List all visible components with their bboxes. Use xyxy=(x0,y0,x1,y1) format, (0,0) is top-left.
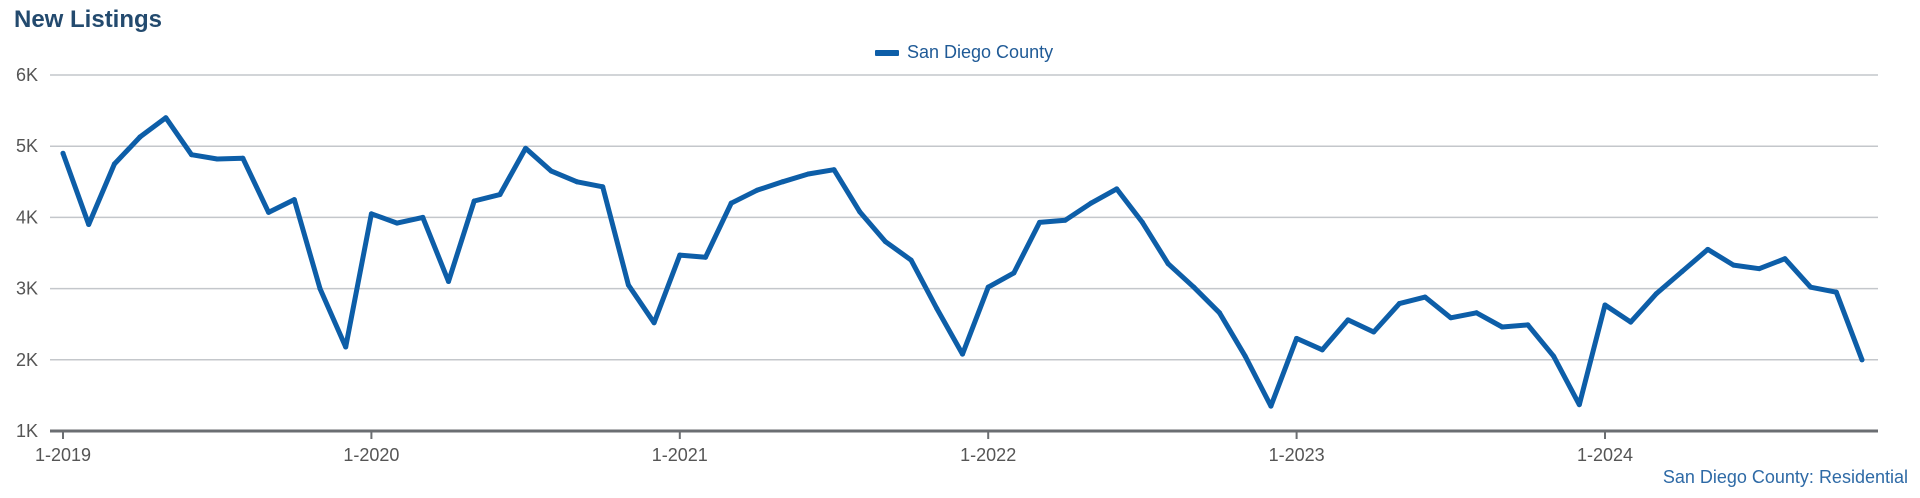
data-point[interactable] xyxy=(677,252,683,258)
data-point[interactable] xyxy=(343,344,349,350)
data-point[interactable] xyxy=(1576,402,1582,408)
y-tick-label: 4K xyxy=(16,207,38,227)
data-point[interactable] xyxy=(1833,289,1839,295)
data-point[interactable] xyxy=(1782,256,1788,262)
data-point[interactable] xyxy=(111,161,117,167)
data-point[interactable] xyxy=(291,197,297,203)
data-point[interactable] xyxy=(1114,186,1120,192)
data-point[interactable] xyxy=(86,222,92,228)
y-tick-label: 5K xyxy=(16,136,38,156)
data-point[interactable] xyxy=(1859,357,1865,363)
y-tick-label: 2K xyxy=(16,350,38,370)
data-point[interactable] xyxy=(266,209,272,215)
data-point[interactable] xyxy=(1422,294,1428,300)
data-point[interactable] xyxy=(703,254,708,260)
chart-legend[interactable]: San Diego County xyxy=(875,42,1053,63)
data-point[interactable] xyxy=(1731,262,1736,268)
data-point[interactable] xyxy=(1268,403,1274,409)
data-point[interactable] xyxy=(1088,200,1094,206)
data-point[interactable] xyxy=(625,282,631,288)
y-tick-label: 6K xyxy=(16,65,38,85)
data-point[interactable] xyxy=(497,192,503,198)
data-point[interactable] xyxy=(985,284,991,290)
y-tick-label: 1K xyxy=(16,421,38,441)
data-point[interactable] xyxy=(1525,322,1531,328)
data-point[interactable] xyxy=(1499,324,1505,330)
data-point[interactable] xyxy=(1242,353,1248,359)
y-tick-label: 3K xyxy=(16,279,38,299)
data-point[interactable] xyxy=(1551,353,1557,359)
data-point[interactable] xyxy=(805,171,811,177)
chart-title: New Listings xyxy=(14,6,163,33)
data-point[interactable] xyxy=(754,187,760,193)
x-tick-label: 1-2022 xyxy=(960,445,1016,465)
data-point[interactable] xyxy=(368,211,374,217)
x-tick-label: 1-2023 xyxy=(1269,445,1325,465)
data-point[interactable] xyxy=(1808,284,1814,290)
x-tick-label: 1-2019 xyxy=(35,445,91,465)
data-point[interactable] xyxy=(240,155,246,161)
x-tick-label: 1-2020 xyxy=(343,445,399,465)
grid-lines xyxy=(50,74,1878,361)
x-axis: 1-2019 1-2020 1-2021 1-2022 1-2023 1-2024 xyxy=(35,429,1878,465)
data-point[interactable] xyxy=(1011,270,1017,276)
y-axis: 6K 5K 4K 3K 2K 1K xyxy=(16,65,38,441)
series-line-san-diego-county[interactable] xyxy=(60,115,1865,409)
data-point[interactable] xyxy=(317,286,323,292)
data-point[interactable] xyxy=(60,150,66,156)
data-point[interactable] xyxy=(1345,317,1351,323)
data-point[interactable] xyxy=(214,156,220,162)
data-point[interactable] xyxy=(163,115,169,121)
data-point[interactable] xyxy=(189,152,194,158)
data-point[interactable] xyxy=(1319,347,1325,353)
data-point[interactable] xyxy=(1139,219,1145,225)
data-point[interactable] xyxy=(420,214,426,220)
data-point[interactable] xyxy=(1217,310,1222,316)
data-point[interactable] xyxy=(1037,219,1043,225)
data-point[interactable] xyxy=(1653,291,1659,297)
data-point[interactable] xyxy=(1191,284,1197,290)
data-point[interactable] xyxy=(1165,261,1171,267)
data-point[interactable] xyxy=(1628,319,1634,325)
data-point[interactable] xyxy=(882,239,888,245)
data-point[interactable] xyxy=(1474,310,1479,316)
data-point[interactable] xyxy=(1705,246,1711,252)
data-point[interactable] xyxy=(394,220,400,226)
data-point[interactable] xyxy=(1396,301,1402,307)
x-tick-label: 1-2024 xyxy=(1577,445,1633,465)
legend-swatch xyxy=(875,49,899,56)
data-point[interactable] xyxy=(523,145,529,151)
data-point[interactable] xyxy=(831,167,837,173)
data-point[interactable] xyxy=(857,209,863,215)
data-point[interactable] xyxy=(471,198,477,204)
data-point[interactable] xyxy=(1756,266,1762,272)
data-point[interactable] xyxy=(600,184,606,190)
data-point[interactable] xyxy=(651,320,657,326)
data-point[interactable] xyxy=(1448,315,1454,321)
data-point[interactable] xyxy=(574,179,580,185)
data-point[interactable] xyxy=(728,200,734,206)
chart-source-note: San Diego County: Residential xyxy=(1662,467,1908,487)
data-point[interactable] xyxy=(908,257,914,263)
data-point[interactable] xyxy=(446,278,451,284)
data-point[interactable] xyxy=(780,179,786,185)
legend-label: San Diego County xyxy=(907,42,1054,62)
data-point[interactable] xyxy=(1371,329,1377,335)
data-point[interactable] xyxy=(934,306,940,312)
data-point[interactable] xyxy=(1062,217,1068,223)
x-tick-label: 1-2021 xyxy=(652,445,708,465)
data-point[interactable] xyxy=(137,134,143,140)
data-point[interactable] xyxy=(548,168,554,174)
data-point[interactable] xyxy=(1602,302,1608,308)
data-point[interactable] xyxy=(1294,335,1300,341)
data-point[interactable] xyxy=(1679,269,1685,275)
series-layer xyxy=(60,115,1865,409)
data-point[interactable] xyxy=(960,351,965,357)
